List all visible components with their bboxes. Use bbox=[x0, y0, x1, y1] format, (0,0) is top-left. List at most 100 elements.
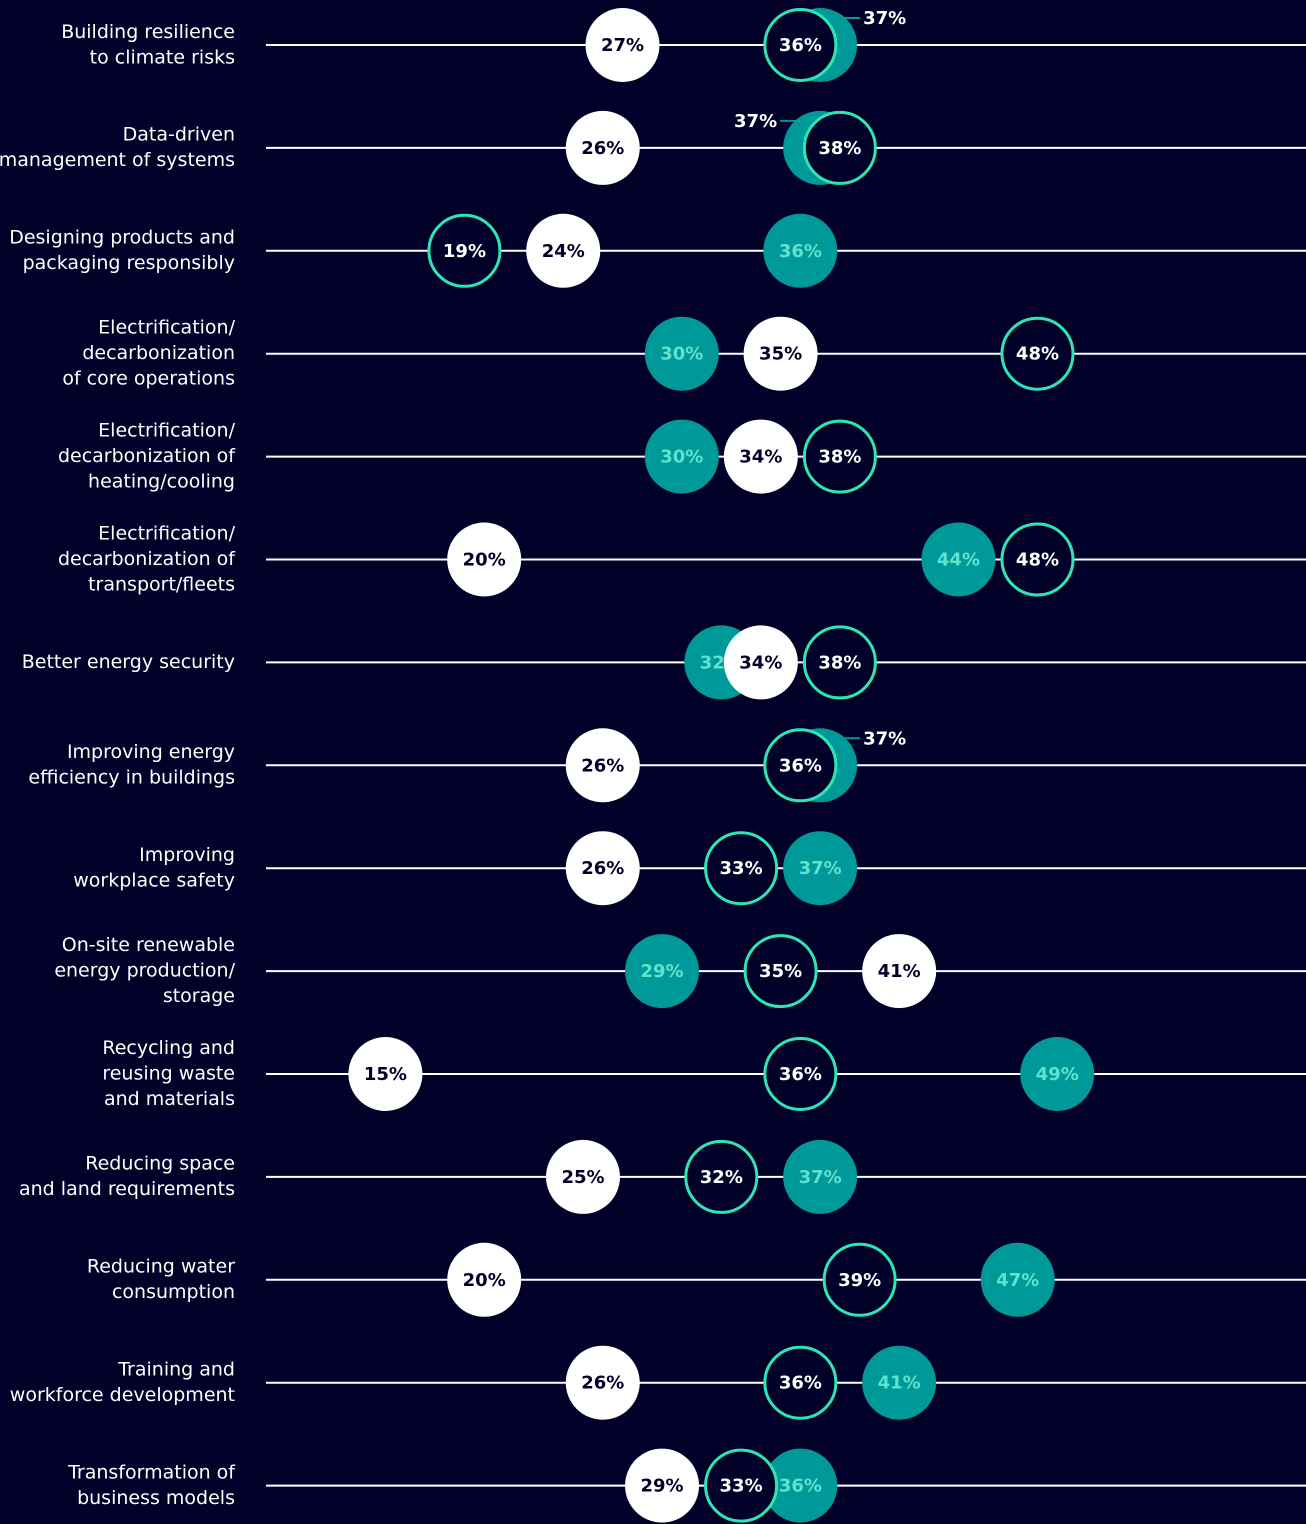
dot-group: 36% bbox=[763, 1448, 838, 1523]
dot-group: 41% bbox=[862, 934, 937, 1009]
value-label: 35% bbox=[759, 961, 802, 982]
value-label: 39% bbox=[838, 1270, 881, 1291]
dot bbox=[783, 831, 858, 906]
dot bbox=[644, 316, 719, 391]
category-label: to climate risks bbox=[90, 46, 235, 68]
dot bbox=[723, 625, 798, 700]
dot-group: 32% bbox=[684, 1139, 759, 1214]
dot bbox=[546, 1139, 620, 1214]
dot-group: 48% bbox=[1000, 522, 1075, 597]
dot-group: 41% bbox=[862, 1345, 937, 1420]
dot-group: 20% bbox=[447, 522, 522, 597]
value-label: 15% bbox=[364, 1064, 407, 1085]
value-label: 32% bbox=[700, 1167, 743, 1188]
dot bbox=[802, 419, 877, 494]
dot-group: 19% bbox=[427, 213, 502, 288]
category-label: storage bbox=[163, 985, 235, 1007]
category-label: business models bbox=[77, 1487, 235, 1509]
dot bbox=[1000, 316, 1075, 391]
category-label: consumption bbox=[112, 1281, 235, 1303]
value-label: 29% bbox=[640, 1476, 683, 1497]
value-label: 27% bbox=[601, 35, 644, 56]
value-label: 26% bbox=[581, 138, 624, 159]
dot bbox=[447, 522, 522, 597]
value-label: 20% bbox=[463, 550, 506, 571]
dot-group: 47% bbox=[980, 1242, 1055, 1317]
dot-group: 29% bbox=[625, 934, 700, 1009]
dot-group: 33% bbox=[704, 831, 779, 906]
dot-group: 37% bbox=[783, 1139, 858, 1214]
value-label: 41% bbox=[878, 961, 921, 982]
category-label: energy production/ bbox=[54, 960, 235, 982]
dot bbox=[763, 1345, 838, 1420]
dot-group: 26% bbox=[565, 110, 640, 185]
category-label: Data-driven bbox=[123, 124, 235, 146]
dot-group: 30% bbox=[644, 316, 719, 391]
dot bbox=[980, 1242, 1055, 1317]
dot bbox=[763, 8, 838, 82]
category-label: Better energy security bbox=[22, 651, 235, 673]
dot-group: 29% bbox=[625, 1448, 700, 1523]
dot-group: 39% bbox=[822, 1242, 897, 1317]
value-label: 37% bbox=[734, 111, 777, 132]
value-label: 26% bbox=[581, 858, 624, 879]
category-label: Improving bbox=[139, 844, 235, 866]
dot bbox=[526, 213, 601, 288]
dot bbox=[763, 1037, 838, 1111]
dot bbox=[1020, 1037, 1095, 1111]
dot bbox=[447, 1242, 522, 1317]
value-label: 48% bbox=[1016, 344, 1059, 365]
category-label: of core operations bbox=[62, 368, 235, 390]
value-label: 37% bbox=[799, 858, 842, 879]
category-label: and land requirements bbox=[19, 1178, 235, 1200]
dot-group: 35% bbox=[743, 934, 818, 1009]
dot-group: 36% bbox=[763, 1037, 838, 1111]
category-label: Electrification/ bbox=[98, 317, 235, 339]
value-label: 26% bbox=[581, 755, 624, 776]
dot-group: 37% bbox=[783, 831, 858, 906]
dot bbox=[802, 110, 877, 185]
value-label: 36% bbox=[779, 1064, 822, 1085]
category-label: decarbonization of bbox=[58, 445, 236, 467]
category-label: Designing products and bbox=[9, 227, 235, 249]
category-label: Reducing space bbox=[85, 1153, 235, 1175]
value-label: 41% bbox=[878, 1373, 921, 1394]
value-label: 34% bbox=[739, 447, 782, 468]
value-label: 19% bbox=[443, 241, 486, 262]
dot-group: 44% bbox=[921, 522, 996, 597]
dot bbox=[625, 934, 700, 1009]
dot-group: 33% bbox=[704, 1448, 779, 1523]
dot bbox=[862, 1345, 937, 1420]
category-label: Improving energy bbox=[67, 741, 235, 763]
category-label: transport/fleets bbox=[88, 574, 235, 596]
category-label: and materials bbox=[104, 1088, 235, 1110]
dot-group: 26% bbox=[565, 728, 640, 803]
dot bbox=[684, 1139, 759, 1214]
dot bbox=[427, 213, 502, 288]
category-label: management of systems bbox=[0, 149, 235, 171]
dot bbox=[565, 1345, 640, 1420]
dot-group: 34% bbox=[723, 419, 798, 494]
value-label: 36% bbox=[779, 1476, 822, 1497]
category-label: Electrification/ bbox=[98, 420, 235, 442]
dot-group: 38% bbox=[802, 419, 877, 494]
value-label: 47% bbox=[996, 1270, 1039, 1291]
dot-group: 20% bbox=[447, 1242, 522, 1317]
category-label: Training and bbox=[117, 1358, 235, 1380]
dot bbox=[723, 419, 798, 494]
value-label: 20% bbox=[463, 1270, 506, 1291]
dot bbox=[1000, 522, 1075, 597]
dot bbox=[743, 934, 818, 1009]
category-label: Recycling and bbox=[102, 1037, 235, 1059]
value-label: 36% bbox=[779, 755, 822, 776]
category-label: decarbonization bbox=[82, 342, 235, 364]
value-label: 35% bbox=[759, 344, 802, 365]
value-label: 38% bbox=[818, 138, 861, 159]
value-label: 30% bbox=[660, 344, 703, 365]
category-label: Building resilience bbox=[61, 21, 235, 43]
value-label: 37% bbox=[799, 1167, 842, 1188]
dot bbox=[802, 625, 877, 700]
dot-group: 25% bbox=[546, 1139, 620, 1214]
dot bbox=[822, 1242, 897, 1317]
dot bbox=[921, 522, 996, 597]
